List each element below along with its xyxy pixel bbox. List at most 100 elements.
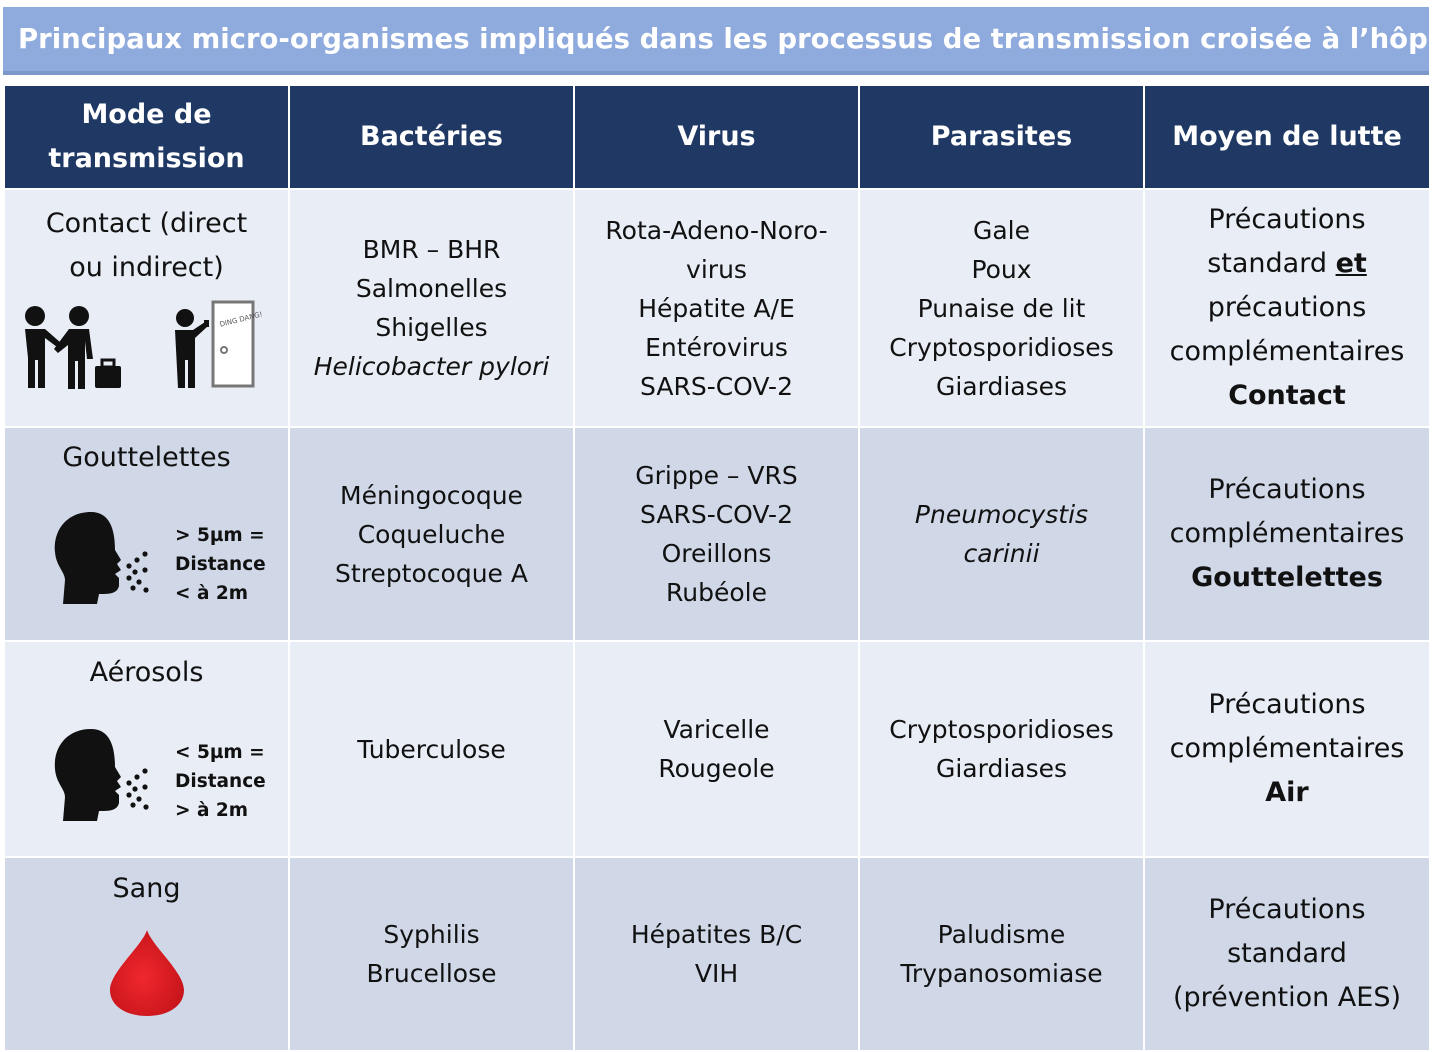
parasite-item: Cryptosporidioses (889, 332, 1114, 362)
bacteria-item: Streptocoque A (335, 558, 528, 588)
mode-cell-contact: Contact (direct ou indirect) DING DANG! (3, 188, 290, 428)
lutte-line: Précautions (1208, 894, 1366, 925)
lutte-line: standard et (1145, 242, 1429, 286)
note-line: < à 2m (175, 583, 249, 604)
virus-item: Rougeole (658, 754, 775, 783)
header-parasites: Parasites (858, 84, 1145, 190)
bacteria-item: Coqueluche (357, 519, 506, 549)
table-header-row: Mode de transmission Bactéries Virus Par… (3, 84, 1431, 190)
lutte-line: Précautions (1208, 689, 1366, 720)
parasite-item: carinii (963, 539, 1040, 568)
lutte-cell: Précautions complémentaires Air (1143, 640, 1431, 858)
virus-item: SARS-COV-2 (640, 371, 793, 401)
mode-cell-gouttelettes: Gouttelettes > 5µm = Distance < à (3, 426, 290, 642)
bacteria-item: Salmonelles (355, 274, 508, 303)
lutte-cell: Précautions complémentaires Gouttelettes (1143, 426, 1431, 642)
bacteria-item: Syphilis (383, 920, 480, 949)
note-line: > à 2m (175, 800, 249, 821)
parasite-item: Cryptosporidioses (889, 715, 1114, 744)
virus-cell: Hépatites B/C VIH (573, 856, 860, 1052)
lutte-cell: Précautions standard (prévention AES) (1143, 856, 1431, 1052)
lutte-line: complémentaires (1169, 518, 1405, 549)
virus-item: Grippe – VRS (635, 461, 798, 490)
parasites-cell: Pneumocystis carinii (858, 426, 1145, 642)
mode-cell-aerosols: Aérosols < 5µm = Distance > à 2m (3, 640, 290, 858)
lutte-line: complémentaires (1169, 733, 1405, 764)
size-note: < 5µm = Distance > à 2m (175, 738, 266, 825)
page-title: Principaux micro-organismes impliqués da… (18, 23, 1435, 55)
bacteria-item: Shigelles (375, 313, 488, 342)
lutte-emphasis: et (1335, 248, 1367, 279)
mode-label: Contact (direct ou indirect) (5, 202, 288, 290)
lutte-line: (prévention AES) (1173, 982, 1401, 1013)
blood-drop-icon (110, 930, 184, 1016)
parasite-item: Gale (972, 215, 1031, 245)
mode-label-line: Contact (direct (45, 208, 248, 239)
table-row: Contact (direct ou indirect) DING DANG! (3, 188, 1431, 428)
parasite-item: Giardiases (935, 371, 1068, 401)
mode-cell-sang: Sang (3, 856, 290, 1052)
bacteria-item: BMR – BHR (362, 235, 501, 264)
lutte-line: Précautions (1208, 204, 1366, 235)
coughing-head-icon (54, 729, 149, 821)
transmission-table: Mode de transmission Bactéries Virus Par… (3, 84, 1431, 1052)
parasites-cell: Paludisme Trypanosomiase (858, 856, 1145, 1052)
lutte-line: standard (1227, 938, 1347, 969)
parasite-item: Trypanosomiase (900, 959, 1103, 988)
lutte-line: Contact (1228, 380, 1346, 411)
header-bacteries: Bactéries (288, 84, 575, 190)
virus-item: Rota-Adeno-Noro- (605, 215, 828, 245)
virus-cell: Rota-Adeno-Noro- virus Hépatite A/E Enté… (573, 188, 860, 428)
virus-item: Rubéole (666, 578, 767, 607)
bacteria-item: Méningocoque (340, 480, 523, 510)
table-row: Sang Syphilis Brucellose (3, 856, 1431, 1052)
parasite-item: Poux (971, 254, 1032, 284)
virus-item: SARS-COV-2 (640, 500, 793, 529)
parasite-item: Punaise de lit (917, 293, 1086, 323)
lutte-text: standard (1207, 248, 1336, 279)
virus-cell: Varicelle Rougeole (573, 640, 860, 858)
header-mode-line: Mode de (81, 99, 212, 130)
bacteries-cell: BMR – BHR Salmonelles Shigelles Helicoba… (288, 188, 575, 428)
bacteries-cell: Méningocoque Coqueluche Streptocoque A (288, 426, 575, 642)
handshake-icon (25, 306, 121, 389)
bacteries-cell: Syphilis Brucellose (288, 856, 575, 1052)
bacteries-cell: Tuberculose (288, 640, 575, 858)
parasite-item: Paludisme (937, 920, 1066, 949)
virus-item: Hépatite A/E (638, 293, 795, 323)
virus-item: VIH (694, 959, 739, 988)
parasite-item: Pneumocystis (914, 500, 1089, 529)
mode-label-line: ou indirect) (69, 252, 224, 283)
lutte-line: Gouttelettes (1191, 562, 1383, 593)
virus-item: Oreillons (661, 539, 772, 568)
note-line: < 5µm = (175, 742, 265, 763)
virus-cell: Grippe – VRS SARS-COV-2 Oreillons Rubéol… (573, 426, 860, 642)
title-bar: Principaux micro-organismes impliqués da… (3, 7, 1435, 75)
virus-item: virus (686, 254, 747, 284)
mode-label: Sang (112, 873, 181, 904)
coughing-head-icon (54, 512, 149, 604)
doorbell-icon: DING DANG! (175, 300, 263, 388)
note-line: Distance (175, 554, 266, 575)
parasite-item: Giardiases (935, 754, 1068, 783)
virus-item: Hépatites B/C (630, 920, 803, 949)
mode-label: Aérosols (89, 657, 204, 688)
bacteria-item: Helicobacter pylori (313, 352, 550, 381)
bacteria-item: Tuberculose (357, 734, 506, 764)
header-lutte: Moyen de lutte (1143, 84, 1431, 190)
lutte-line: complémentaires (1169, 336, 1405, 367)
header-virus: Virus (573, 84, 860, 190)
lutte-cell: Précautions standard et précautions comp… (1143, 188, 1431, 428)
parasites-cell: Cryptosporidioses Giardiases (858, 640, 1145, 858)
parasites-cell: Gale Poux Punaise de lit Cryptosporidios… (858, 188, 1145, 428)
lutte-line: précautions (1207, 292, 1367, 323)
table-row: Aérosols < 5µm = Distance > à 2m (3, 640, 1431, 858)
bacteria-item: Brucellose (366, 959, 497, 988)
note-line: Distance (175, 771, 266, 792)
header-mode-line: transmission (48, 143, 245, 174)
lutte-line: Air (1265, 777, 1309, 808)
header-mode: Mode de transmission (3, 84, 290, 190)
mode-label: Gouttelettes (62, 442, 231, 473)
note-line: > 5µm = (175, 525, 265, 546)
table-row: Gouttelettes > 5µm = Distance < à (3, 426, 1431, 642)
